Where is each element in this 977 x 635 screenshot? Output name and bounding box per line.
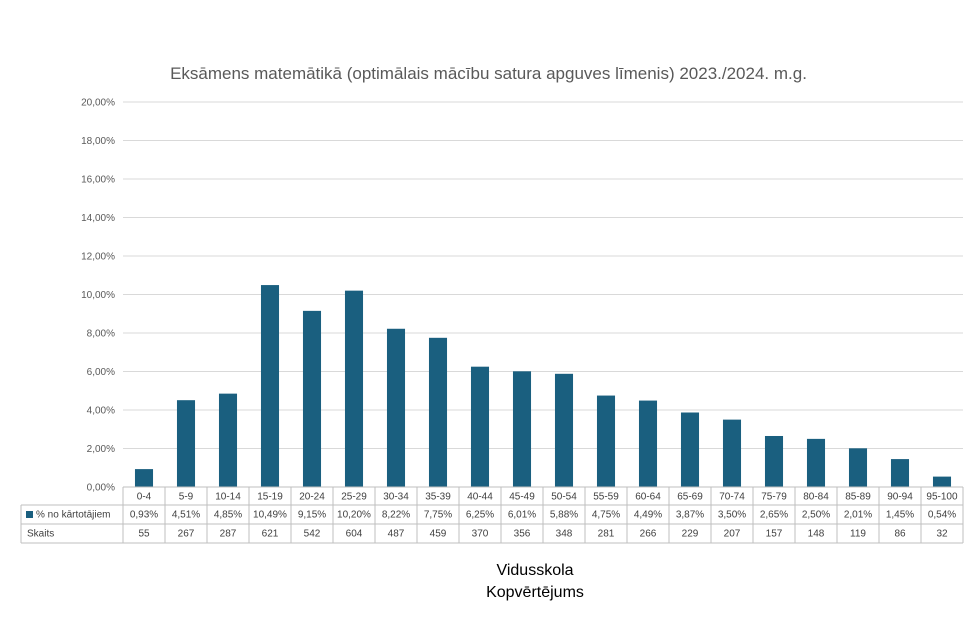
table-cell: 459 <box>430 529 447 540</box>
data-label: 4,49% <box>634 510 662 521</box>
bar <box>260 285 280 487</box>
bar <box>722 419 742 487</box>
x-tick-label: 65-69 <box>677 492 703 503</box>
table-cell: 267 <box>178 529 195 540</box>
bar <box>554 373 574 487</box>
data-label: 0,54% <box>928 510 956 521</box>
data-label: 9,15% <box>298 510 326 521</box>
data-label: 5,88% <box>550 510 578 521</box>
bar <box>428 337 448 487</box>
bar <box>134 469 154 487</box>
y-tick-label: 6,00% <box>87 367 115 378</box>
data-label: 6,25% <box>466 510 494 521</box>
table-cell: 266 <box>640 529 657 540</box>
data-label: 2,01% <box>844 510 872 521</box>
data-label: 2,50% <box>802 510 830 521</box>
data-label: 2,65% <box>760 510 788 521</box>
table-cell: 55 <box>138 529 150 540</box>
data-label: 10,49% <box>253 510 287 521</box>
bar <box>512 371 532 487</box>
chart-title: Eksāmens matemātikā (optimālais mācību s… <box>170 64 807 83</box>
x-tick-label: 75-79 <box>761 492 787 503</box>
table-cell: 287 <box>220 529 237 540</box>
table-cell: 229 <box>682 529 699 540</box>
table-cell: 32 <box>936 529 948 540</box>
y-tick-label: 14,00% <box>81 213 115 224</box>
x-tick-label: 30-34 <box>383 492 409 503</box>
data-label: 4,85% <box>214 510 242 521</box>
table-cell: 604 <box>346 529 363 540</box>
x-axis-label-line-1: Vidusskola <box>496 562 574 579</box>
bar <box>386 328 406 487</box>
table-cell: 348 <box>556 529 573 540</box>
x-tick-label: 35-39 <box>425 492 451 503</box>
x-tick-label: 90-94 <box>887 492 913 503</box>
bar <box>344 290 364 487</box>
y-tick-label: 2,00% <box>87 444 115 455</box>
y-tick-label: 8,00% <box>87 329 115 340</box>
y-tick-label: 0,00% <box>87 483 115 494</box>
table-cell: 86 <box>894 529 906 540</box>
bar <box>176 400 196 487</box>
bar <box>470 366 490 487</box>
x-tick-label: 10-14 <box>215 492 241 503</box>
bar <box>218 393 238 487</box>
x-tick-label: 60-64 <box>635 492 661 503</box>
table-cell: 207 <box>724 529 741 540</box>
table-cell: 542 <box>304 529 321 540</box>
data-label: 4,51% <box>172 510 200 521</box>
bar <box>302 310 322 487</box>
bar <box>680 412 700 487</box>
y-tick-label: 16,00% <box>81 175 115 186</box>
table-cell: 370 <box>472 529 489 540</box>
x-tick-label: 55-59 <box>593 492 619 503</box>
table-row-label: Skaits <box>27 529 54 540</box>
x-tick-label: 85-89 <box>845 492 871 503</box>
x-tick-label: 20-24 <box>299 492 325 503</box>
x-tick-label: 15-19 <box>257 492 283 503</box>
x-tick-label: 0-4 <box>137 492 152 503</box>
y-tick-label: 12,00% <box>81 252 115 263</box>
x-tick-label: 80-84 <box>803 492 829 503</box>
bar <box>638 400 658 487</box>
bar <box>932 476 952 487</box>
bar <box>890 459 910 487</box>
x-tick-label: 70-74 <box>719 492 745 503</box>
table-cell: 281 <box>598 529 615 540</box>
data-label: 3,50% <box>718 510 746 521</box>
table-cell: 148 <box>808 529 825 540</box>
legend-key <box>26 511 33 518</box>
data-label: 7,75% <box>424 510 452 521</box>
table-cell: 621 <box>262 529 279 540</box>
data-label: 10,20% <box>337 510 371 521</box>
y-tick-label: 18,00% <box>81 136 115 147</box>
y-tick-label: 20,00% <box>81 98 115 109</box>
data-label: 1,45% <box>886 510 914 521</box>
x-tick-label: 5-9 <box>179 492 194 503</box>
x-tick-label: 45-49 <box>509 492 535 503</box>
data-label: 0,93% <box>130 510 158 521</box>
table-cell: 487 <box>388 529 405 540</box>
data-label: 4,75% <box>592 510 620 521</box>
y-tick-label: 4,00% <box>87 406 115 417</box>
bar <box>596 395 616 487</box>
x-tick-label: 95-100 <box>926 492 958 503</box>
table-cell: 157 <box>766 529 783 540</box>
x-tick-label: 40-44 <box>467 492 493 503</box>
bar <box>764 435 784 487</box>
data-label: 8,22% <box>382 510 410 521</box>
table-cell: 119 <box>850 529 866 540</box>
bar <box>848 448 868 487</box>
x-tick-label: 25-29 <box>341 492 367 503</box>
table-cell: 356 <box>514 529 531 540</box>
legend-label: % no kārtotājiem <box>36 510 110 521</box>
x-axis-label-line-2: Kopvērtējums <box>486 584 584 601</box>
data-label: 3,87% <box>676 510 704 521</box>
x-tick-label: 50-54 <box>551 492 577 503</box>
bar <box>806 438 826 487</box>
y-tick-label: 10,00% <box>81 290 115 301</box>
data-label: 6,01% <box>508 510 536 521</box>
